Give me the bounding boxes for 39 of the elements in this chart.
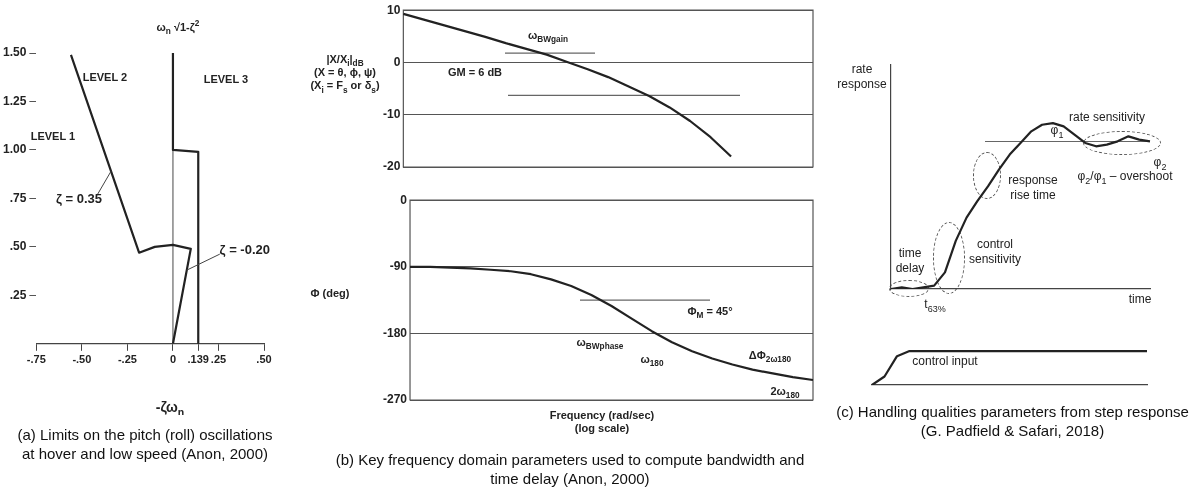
annotation: LEVEL 3 bbox=[203, 73, 249, 86]
y-tick-label: 0 bbox=[393, 54, 401, 69]
x-tick-label: -.75 bbox=[26, 353, 46, 366]
x-axis-title: Frequency (rad/sec) (log scale) bbox=[549, 409, 655, 435]
annotation: response rise time bbox=[1008, 173, 1059, 202]
annotation: GM = 6 dB bbox=[447, 66, 503, 79]
annotation: ζ = -0.20 bbox=[219, 241, 270, 257]
y-tick-label: 10 bbox=[386, 2, 401, 17]
annotation: control sensitivity bbox=[968, 237, 1022, 266]
annotation: rate sensitivity bbox=[1068, 110, 1146, 125]
y-tick-label: -90 bbox=[389, 259, 408, 274]
annotation: control input bbox=[912, 354, 979, 369]
text: (c) Handling qualities parameters from step response (G. Padfield & Safari, 2018) bbox=[835, 402, 1190, 440]
text: (a) Limits on the pitch (roll) oscillations at hover and low speed (Anon, 2000) bbox=[16, 425, 274, 463]
y-tick-label: -270 bbox=[382, 392, 408, 407]
y-tick-label: -180 bbox=[382, 325, 408, 340]
y-axis-title: Φ (deg) bbox=[310, 287, 350, 300]
x-tick-label: 0 bbox=[169, 353, 176, 366]
y-tick-label: 1.25 bbox=[3, 93, 27, 108]
x-axis-title: time bbox=[1128, 292, 1152, 307]
text: (b) Key frequency domain parameters used to compute bandwidth and time delay (Anon, 2000) bbox=[334, 450, 806, 488]
annotation: time delay bbox=[895, 246, 925, 275]
x-tick-label: -.50 bbox=[72, 353, 92, 366]
annotation: LEVEL 2 bbox=[82, 71, 128, 84]
y-tick-label: .25 bbox=[9, 287, 27, 302]
annotation: ζ = 0.35 bbox=[55, 190, 103, 206]
x-tick-label: -.25 bbox=[117, 353, 137, 366]
y-tick-label: .50 bbox=[9, 239, 27, 254]
y-axis-title: rate response bbox=[837, 62, 888, 91]
annotation: LEVEL 1 bbox=[30, 130, 76, 143]
y-tick-label: .75 bbox=[9, 190, 27, 205]
y-tick-label: -10 bbox=[383, 107, 401, 122]
y-tick-label: -20 bbox=[383, 159, 401, 174]
x-tick-label: .139 bbox=[187, 353, 209, 366]
x-tick-label: .50 bbox=[256, 353, 272, 366]
y-tick-label: 1.50 bbox=[3, 45, 27, 60]
x-tick-label: .25 bbox=[210, 353, 227, 366]
y-tick-label: 0 bbox=[400, 192, 408, 207]
y-tick-label: 1.00 bbox=[3, 142, 27, 157]
